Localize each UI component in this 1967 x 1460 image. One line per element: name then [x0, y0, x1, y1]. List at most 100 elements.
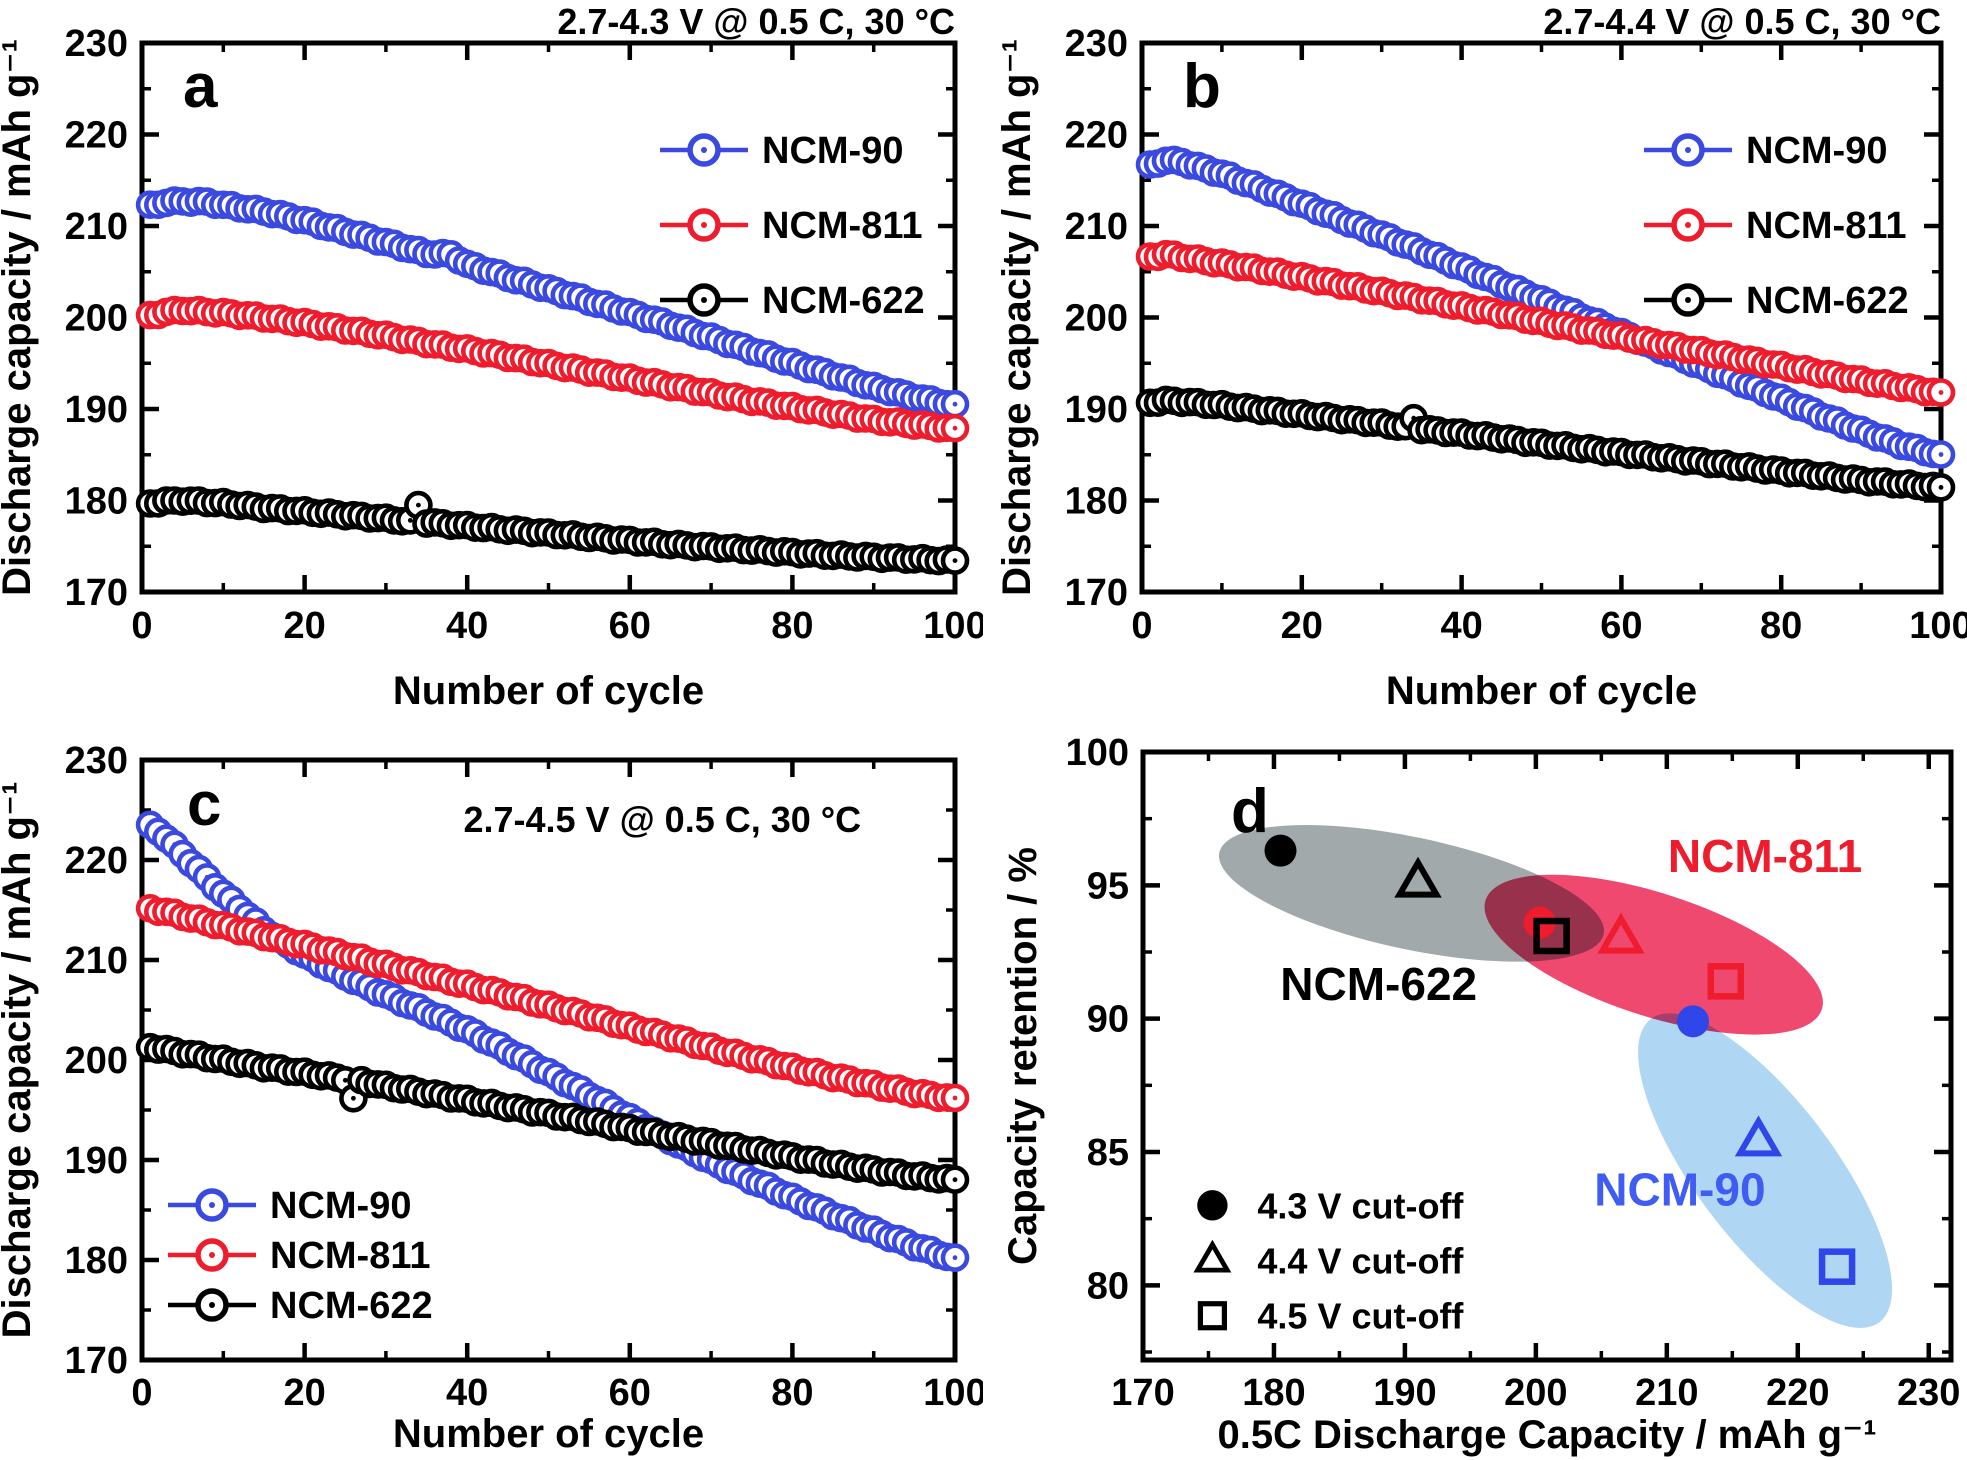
plot-frame — [1139, 40, 1944, 595]
y-tick-label: 180 — [65, 1240, 128, 1282]
group-markers — [1264, 834, 1856, 1285]
scatter-point-triangle — [1394, 856, 1442, 898]
y-tick-label: 210 — [1065, 206, 1128, 248]
panel-c-chart: 0 20 40 60 80 100 170 180 190 200 210 220 230 Number … — [0, 740, 983, 1456]
y-tick-label: 95 — [1087, 865, 1129, 907]
y-tick-label: 170 — [1065, 572, 1128, 614]
y-tick-label: 90 — [1087, 999, 1129, 1041]
axes: 170 180 190 200 210 220 230 80 85 90 95 100 0.5C Dis… — [1001, 732, 1960, 1457]
legend-marker-dot — [701, 297, 707, 303]
x-tick-label: 0 — [131, 1372, 152, 1414]
cluster-label-NCM-811: NCM-811 — [1668, 830, 1862, 882]
legend-marker-dot — [1685, 297, 1691, 303]
y-tick-label: 200 — [65, 298, 128, 340]
y-tick-label: 85 — [1087, 1132, 1129, 1174]
legend: NCM-90 NCM-811 NCM-622 — [1644, 130, 1909, 322]
legend: NCM-90 NCM-811 NCM-622 — [168, 1185, 433, 1327]
y-axis-label: Discharge capacity / mAh g⁻¹ — [995, 39, 1039, 596]
legend: NCM-90 NCM-811 NCM-622 — [660, 130, 925, 322]
x-tick-label: 20 — [283, 605, 325, 647]
x-tick-label: 0 — [1131, 605, 1152, 647]
x-tick-label: 0 — [131, 605, 152, 647]
legend-label: 4.5 V cut-off — [1257, 1296, 1464, 1337]
series-NCM-811 — [1135, 239, 1956, 407]
y-tick-label: 220 — [1065, 115, 1128, 157]
series-NCM-622 — [1135, 385, 1956, 502]
data-point-dot — [952, 1255, 958, 1261]
x-tick-label: 20 — [283, 1372, 325, 1414]
x-tick-label: 60 — [609, 605, 651, 647]
data-point-dot — [952, 1177, 958, 1183]
y-tick-label: 190 — [65, 389, 128, 431]
axes: 0 20 40 60 80 100 170 180 190 200 210 220 230 Number … — [995, 1, 1967, 713]
data-point-dot — [952, 401, 958, 407]
x-tick-label: 60 — [609, 1372, 651, 1414]
panel-letter: a — [183, 52, 218, 121]
series-NCM-811 — [135, 894, 970, 1113]
data-point-dot — [342, 1077, 348, 1083]
scatter-point-square — [1197, 1301, 1228, 1331]
panel-condition-title: 2.7-4.4 V @ 0.5 C, 30 °C — [1543, 1, 1941, 42]
legend-label: NCM-811 — [762, 205, 923, 247]
legend-marker-dot — [209, 1302, 215, 1308]
x-tick-label: 200 — [1504, 1372, 1567, 1414]
y-axis-label: Discharge capacity / mAh g⁻¹ — [0, 782, 39, 1339]
legend-marker-dot — [701, 222, 707, 228]
x-axis-label: Number of cycle — [393, 669, 704, 713]
series-NCM-90 — [135, 810, 970, 1273]
x-tick-label: 190 — [1373, 1372, 1436, 1414]
y-axis-label: Discharge capacity / mAh g⁻¹ — [0, 39, 39, 596]
scatter-point-square — [1533, 917, 1570, 955]
x-tick-label: 80 — [771, 605, 813, 647]
cluster-label-NCM-622: NCM-622 — [1280, 958, 1477, 1010]
data-point-dot — [1938, 452, 1944, 457]
panel-a-chart: 0 20 40 60 80 100 170 180 190 200 210 220 230 Number … — [0, 1, 983, 713]
scatter-point-triangle — [1193, 1239, 1232, 1273]
panel-b-chart: 0 20 40 60 80 100 170 180 190 200 210 220 230 Number … — [995, 1, 1967, 713]
scatter-point-circle — [1197, 1190, 1228, 1221]
x-tick-label: 40 — [446, 1372, 488, 1414]
y-tick-label: 230 — [65, 740, 128, 782]
y-tick-label: 180 — [1065, 481, 1128, 523]
y-tick-label: 230 — [65, 23, 128, 65]
panel-letter: d — [1231, 777, 1269, 846]
x-tick-label: 180 — [1242, 1372, 1305, 1414]
scatter-point-circle — [1677, 1005, 1710, 1038]
y-tick-label: 230 — [1065, 23, 1128, 65]
x-tick-label: 100 — [1909, 605, 1967, 647]
x-tick-label: 220 — [1766, 1372, 1829, 1414]
series-NCM-90 — [135, 186, 970, 419]
legend-marker-dot — [701, 147, 707, 153]
y-tick-label: 180 — [65, 481, 128, 523]
legend-label: NCM-90 — [1746, 130, 1887, 172]
y-tick-label: 170 — [65, 1340, 128, 1382]
plot-frame — [139, 757, 958, 1363]
cluster-label-NCM-90: NCM-90 — [1594, 1163, 1765, 1215]
y-tick-label: 220 — [65, 115, 128, 157]
y-tick-label: 190 — [65, 1140, 128, 1182]
scatter-point-square — [1707, 963, 1745, 1000]
x-tick-label: 20 — [1281, 605, 1323, 647]
panel-letter: c — [187, 770, 221, 839]
x-tick-label: 80 — [1760, 605, 1802, 647]
series-NCM-811 — [135, 295, 970, 443]
scatter-point-triangle — [1734, 1115, 1783, 1157]
legend-marker-dot — [1685, 147, 1691, 153]
x-axis-label: 0.5C Discharge Capacity / mAh g⁻¹ — [1217, 1413, 1876, 1457]
x-tick-label: 100 — [923, 1372, 983, 1414]
plot-frame — [1140, 749, 1954, 1363]
y-tick-label: 100 — [1066, 732, 1129, 774]
scatter-point-square — [1818, 1248, 1856, 1285]
data-point-dot — [952, 558, 958, 563]
x-tick-label: 210 — [1635, 1372, 1698, 1414]
data-point-dot — [351, 1095, 356, 1101]
y-axis-label: Capacity retention / % — [1001, 847, 1045, 1265]
data-point-dot — [416, 502, 421, 508]
y-tick-label: 200 — [1065, 298, 1128, 340]
legend: 4.3 V cut-off 4.4 V cut-off 4.5 V cut-off — [1193, 1185, 1464, 1337]
legend-label: NCM-622 — [762, 280, 925, 322]
x-tick-label: 40 — [446, 605, 488, 647]
data-point-dot — [1938, 390, 1944, 395]
data-point-dot — [1938, 485, 1944, 490]
scatter-point-triangle — [1597, 912, 1645, 954]
